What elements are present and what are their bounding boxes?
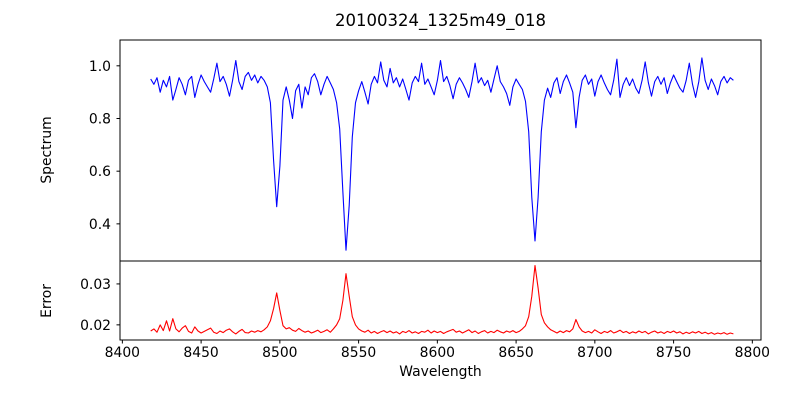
chart-title: 20100324_1325m49_018: [334, 11, 547, 30]
x-axis-label: Wavelength: [399, 364, 482, 380]
x-tick-label: 8600: [420, 345, 455, 361]
spectrum-line: [150, 57, 734, 251]
error-panel-frame: [119, 260, 762, 341]
x-tick-label: 8400: [105, 345, 140, 361]
x-tick-label: 8450: [183, 345, 218, 361]
spectrum-y-tick-label: 0.4: [89, 217, 111, 233]
spectrum-y-tick-label: 0.6: [89, 164, 111, 180]
x-tick-label: 8650: [498, 345, 533, 361]
x-tick-label: 8800: [735, 345, 770, 361]
spectrum-y-ticks: 0.4 0.6 0.8 1.0: [89, 59, 120, 233]
x-tick-label: 8500: [262, 345, 297, 361]
x-tick-label: 8700: [577, 345, 612, 361]
spectrum-panel-frame: [119, 39, 762, 262]
x-axis-ticks: 8400 8450 8500 8550 8600 8650 8700 8750 8800: [105, 340, 770, 361]
spectrum-y-tick-label: 0.8: [89, 111, 111, 127]
spectrum-y-tick-label: 1.0: [89, 59, 111, 75]
x-tick-label: 8750: [656, 345, 691, 361]
error-y-tick-label: 0.02: [80, 318, 111, 334]
error-y-ticks: 0.02 0.03: [80, 277, 120, 334]
error-y-tick-label: 0.03: [80, 277, 111, 293]
error-line: [150, 264, 734, 335]
x-tick-label: 8550: [341, 345, 376, 361]
